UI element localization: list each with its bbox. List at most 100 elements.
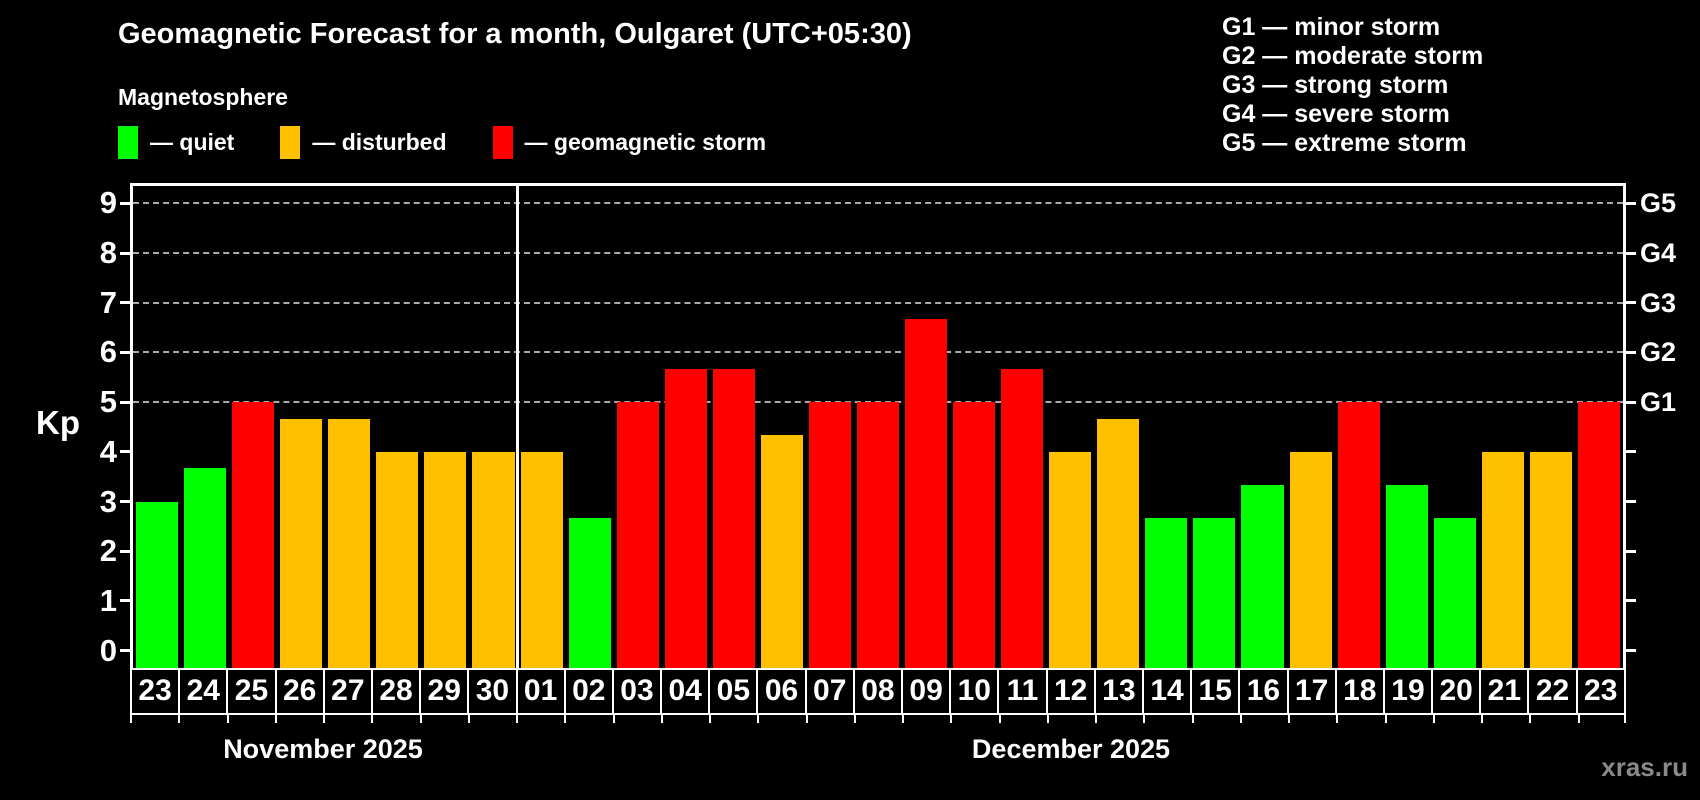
day-cell-dec-18: 18 bbox=[1334, 668, 1385, 715]
y-tick-right-4 bbox=[1626, 450, 1636, 454]
y-tick-label-8: 8 bbox=[99, 235, 117, 271]
g3-legend-line: G3 — strong storm bbox=[1222, 71, 1449, 99]
day-boundary-tick bbox=[612, 715, 615, 723]
status-legend: — quiet — disturbed — geomagnetic storm bbox=[118, 126, 766, 159]
day-boundary-tick bbox=[419, 715, 422, 723]
kp-bar-dec-09 bbox=[905, 319, 948, 668]
day-cell-dec-05: 05 bbox=[708, 668, 759, 715]
day-boundary-tick bbox=[1624, 715, 1626, 723]
day-boundary-tick bbox=[1481, 715, 1484, 723]
day-boundary-tick bbox=[660, 715, 663, 723]
storm-scale-legend: G1 — minor storm G2 — moderate storm G3 … bbox=[1222, 13, 1483, 158]
day-cell-dec-12: 12 bbox=[1045, 668, 1096, 715]
kp-bar-nov-25 bbox=[232, 402, 275, 668]
day-boundary-tick bbox=[1191, 715, 1194, 723]
plot-area: 0 1 2 3 4 5 6 7 8 9 G1 G2 G3 G4 G5 bbox=[100, 186, 1676, 668]
day-cell-dec-23: 23 bbox=[1575, 668, 1626, 715]
gridline-kp9 bbox=[133, 202, 1623, 205]
chart-subtitle: Magnetosphere bbox=[118, 84, 288, 110]
kp-bar-dec-15 bbox=[1193, 517, 1236, 668]
month-label-november: November 2025 bbox=[223, 734, 423, 764]
month-separator-line bbox=[516, 186, 520, 668]
right-axis-label-g3: G3 bbox=[1640, 287, 1677, 318]
kp-bar-dec-13 bbox=[1097, 418, 1140, 668]
day-cell-dec-04: 04 bbox=[660, 668, 711, 715]
day-boundary-tick bbox=[274, 715, 277, 723]
day-cell-dec-06: 06 bbox=[756, 668, 807, 715]
kp-bar-dec-02 bbox=[568, 517, 611, 668]
legend-label-disturbed: — disturbed bbox=[312, 129, 447, 155]
day-cell-dec-15: 15 bbox=[1190, 668, 1241, 715]
legend-label-storm: — geomagnetic storm bbox=[524, 129, 767, 155]
day-cell-dec-16: 16 bbox=[1238, 668, 1289, 715]
day-boundary-tick bbox=[371, 715, 374, 723]
day-cell-dec-13: 13 bbox=[1093, 668, 1144, 715]
gridline-kp8 bbox=[133, 252, 1623, 255]
kp-bar-nov-27 bbox=[328, 418, 371, 668]
gridline-kp6 bbox=[133, 351, 1623, 354]
y-tick-right-5 bbox=[1626, 400, 1636, 404]
day-axis-ticks bbox=[130, 715, 1626, 724]
y-tick-right-6 bbox=[1626, 350, 1636, 354]
day-cell-nov-27: 27 bbox=[322, 668, 373, 715]
day-cell-dec-10: 10 bbox=[949, 668, 1000, 715]
y-tick-label-3: 3 bbox=[99, 483, 117, 519]
kp-bar-dec-23 bbox=[1577, 402, 1620, 668]
y-tick-left-1 bbox=[120, 599, 130, 603]
day-boundary-tick bbox=[1336, 715, 1339, 723]
g5-legend-line: G5 — extreme storm bbox=[1222, 129, 1467, 157]
right-axis-label-g5: G5 bbox=[1640, 188, 1677, 219]
kp-bar-dec-10 bbox=[953, 402, 996, 668]
day-boundary-tick bbox=[1432, 715, 1435, 723]
day-boundary-tick bbox=[757, 715, 760, 723]
gridline-kp5 bbox=[133, 401, 1623, 404]
day-cell-nov-25: 25 bbox=[226, 668, 277, 715]
kp-bar-dec-20 bbox=[1433, 517, 1476, 668]
day-cell-dec-19: 19 bbox=[1382, 668, 1434, 715]
day-cell-nov-24: 24 bbox=[178, 668, 229, 715]
day-boundary-tick bbox=[950, 715, 953, 723]
day-boundary-tick bbox=[323, 715, 326, 723]
day-boundary-tick bbox=[467, 715, 470, 723]
legend-item-disturbed: — disturbed bbox=[280, 126, 447, 159]
kp-bar-dec-11 bbox=[1001, 368, 1044, 668]
day-boundary-tick bbox=[564, 715, 567, 723]
day-cell-dec-03: 03 bbox=[611, 668, 663, 715]
kp-bar-dec-16 bbox=[1241, 485, 1284, 668]
kp-bar-nov-29 bbox=[424, 451, 467, 668]
y-tick-left-6 bbox=[120, 350, 130, 354]
y-tick-label-0: 0 bbox=[99, 632, 117, 668]
day-cell-nov-30: 30 bbox=[467, 668, 518, 715]
g1-legend-line: G1 — minor storm bbox=[1222, 13, 1441, 41]
day-cell-nov-26: 26 bbox=[274, 668, 325, 715]
y-axis-title: Kp bbox=[36, 404, 80, 441]
y-tick-right-9 bbox=[1626, 201, 1636, 205]
day-boundary-tick bbox=[1577, 715, 1580, 723]
kp-bar-nov-30 bbox=[472, 451, 515, 668]
kp-bar-dec-08 bbox=[856, 402, 900, 668]
y-tick-left-9 bbox=[120, 201, 130, 205]
legend-item-storm: — geomagnetic storm bbox=[492, 126, 767, 159]
day-cell-nov-28: 28 bbox=[370, 668, 422, 715]
kp-bar-dec-12 bbox=[1049, 451, 1092, 668]
day-boundary-tick bbox=[516, 715, 519, 723]
kp-bar-nov-26 bbox=[280, 418, 323, 668]
day-cell-dec-08: 08 bbox=[852, 668, 903, 715]
y-tick-left-0 bbox=[120, 649, 130, 653]
y-tick-label-1: 1 bbox=[99, 582, 117, 618]
kp-bar-nov-24 bbox=[184, 468, 227, 668]
day-cell-dec-17: 17 bbox=[1286, 668, 1337, 715]
quiet-swatch-icon bbox=[118, 126, 138, 159]
day-cell-dec-21: 21 bbox=[1479, 668, 1530, 715]
right-axis-label-g1: G1 bbox=[1640, 387, 1677, 418]
day-boundary-tick bbox=[226, 715, 229, 723]
watermark: xras.ru bbox=[1601, 752, 1688, 782]
day-boundary-tick bbox=[1384, 715, 1387, 723]
kp-bar-dec-17 bbox=[1289, 451, 1332, 668]
kp-bar-dec-18 bbox=[1337, 402, 1380, 668]
y-tick-right-0 bbox=[1626, 649, 1636, 653]
day-boundary-tick bbox=[998, 715, 1001, 723]
y-tick-right-3 bbox=[1626, 500, 1636, 504]
y-tick-label-2: 2 bbox=[99, 533, 117, 569]
day-boundary-tick bbox=[130, 715, 132, 723]
